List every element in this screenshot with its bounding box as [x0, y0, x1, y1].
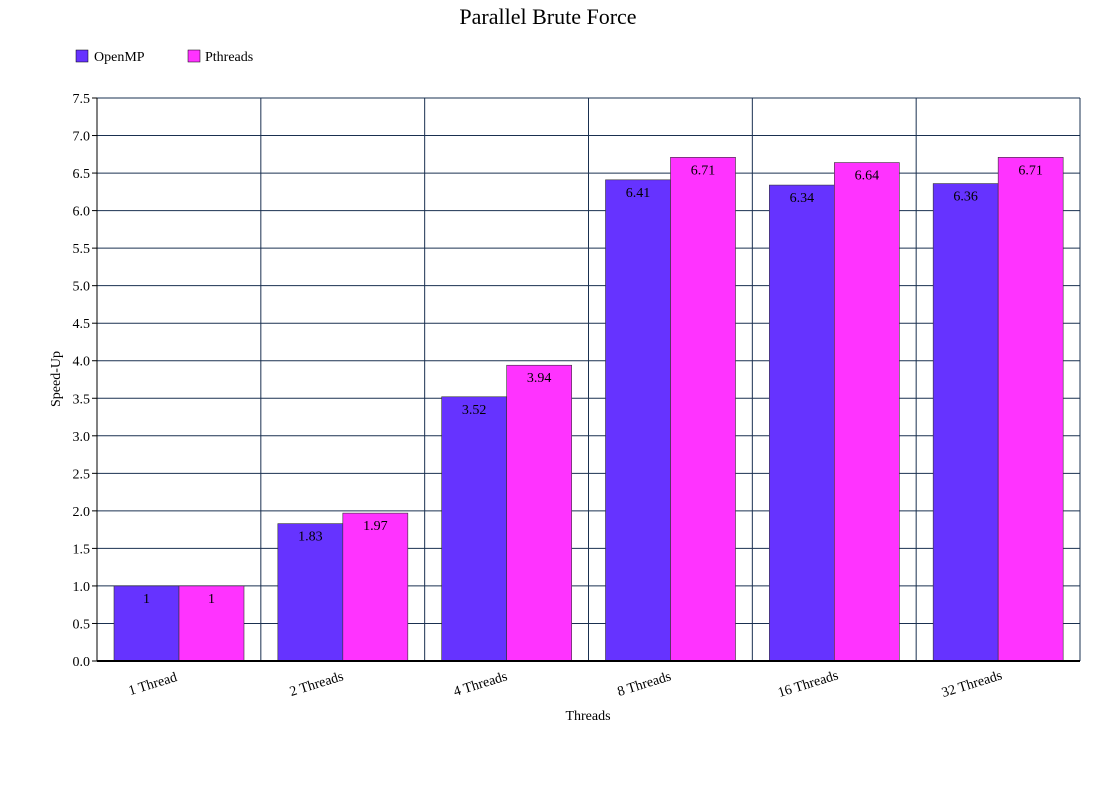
bar-pthreads-2 [342, 512, 409, 662]
data-label: 3.94 [527, 371, 552, 386]
data-label: 3.52 [462, 403, 487, 418]
y-tick-label: 3.5 [73, 392, 91, 407]
y-tick-label: 2.0 [73, 505, 91, 520]
y-tick-label: 5.0 [73, 280, 91, 295]
data-label: 6.71 [1018, 163, 1043, 178]
data-label: 6.64 [855, 169, 880, 184]
y-tick-label: 2.5 [73, 467, 91, 482]
y-tick-label: 0.0 [73, 655, 91, 670]
x-tick-labels: 1 Thread 2 Threads 4 Threads 8 Threads 16 Th… [127, 668, 1004, 701]
x-tick-label: 32 Threads [940, 668, 1004, 701]
x-tick-label: 8 Threads [616, 669, 673, 700]
data-label: 6.36 [953, 190, 978, 205]
y-tick-labels: 0.0 0.5 1.0 1.5 2.0 2.5 3.0 3.5 4.0 4.5 5.0 5.5 6.0 6… [73, 92, 97, 670]
data-label: 6.41 [626, 186, 651, 201]
legend-label-pthreads: Pthreads [205, 50, 253, 65]
data-label: 6.71 [691, 163, 716, 178]
data-label: 1 [143, 592, 150, 607]
y-axis-label: Speed-Up [49, 351, 64, 407]
y-tick-label: 3.0 [73, 430, 91, 445]
data-labels: 1 1 1.83 1.97 3.52 3.94 6.41 6.71 6.34 6.64 6.36 6.… [143, 163, 1043, 607]
y-tick-label: 5.5 [73, 242, 91, 257]
bar-openmp-2 [277, 523, 344, 662]
x-tick-label: 2 Threads [288, 669, 345, 700]
y-tick-label: 1.0 [73, 580, 91, 595]
y-tick-label: 6.5 [73, 167, 91, 182]
data-label: 1 [208, 592, 215, 607]
data-label: 6.34 [790, 191, 815, 206]
data-label: 1.97 [363, 519, 388, 534]
x-tick-label: 1 Thread [127, 670, 179, 699]
y-tick-label: 7.0 [73, 130, 91, 145]
legend-swatch-pthreads [187, 49, 201, 63]
y-tick-label: 0.5 [73, 617, 91, 632]
chart-title: Parallel Brute Force [459, 4, 636, 29]
x-tick-label: 16 Threads [776, 668, 840, 701]
bar-pthreads-5 [834, 162, 900, 662]
bar-openmp-3 [441, 396, 507, 662]
y-tick-label: 4.0 [73, 355, 91, 370]
data-label: 1.83 [298, 530, 323, 545]
legend-swatch-openmp [75, 49, 89, 63]
bars [113, 157, 1064, 662]
bar-openmp-5 [769, 184, 835, 662]
bar-pthreads-6 [997, 157, 1064, 662]
gridlines [97, 97, 1081, 662]
axes [96, 98, 1080, 662]
legend-label-openmp: OpenMP [94, 50, 145, 65]
bar-pthreads-3 [506, 364, 572, 662]
y-tick-label: 4.5 [73, 317, 91, 332]
y-tick-label: 6.0 [73, 205, 91, 220]
x-axis-label: Threads [565, 709, 610, 724]
x-tick-label: 4 Threads [452, 669, 509, 700]
legend: OpenMP Pthreads [75, 49, 253, 65]
y-tick-label: 7.5 [73, 92, 91, 107]
bar-openmp-6 [932, 183, 999, 662]
bar-pthreads-4 [670, 157, 736, 662]
bar-openmp-4 [605, 179, 671, 662]
y-tick-label: 1.5 [73, 542, 91, 557]
